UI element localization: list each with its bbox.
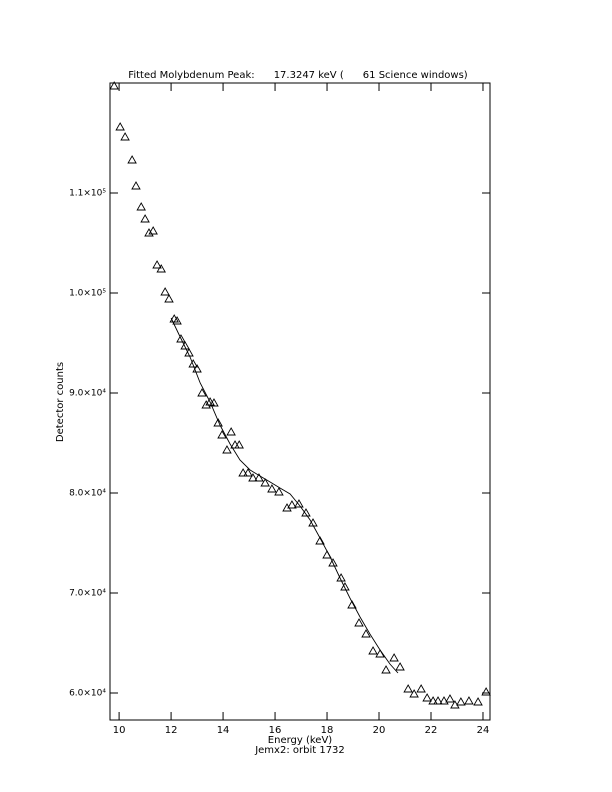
x-tick-label: 24 (477, 725, 490, 736)
data-point (416, 684, 426, 693)
data-point (428, 696, 438, 705)
footnote: Jemx2: orbit 1732 (254, 745, 345, 756)
y-axis-label: Detector counts (55, 362, 66, 442)
data-point (209, 398, 219, 407)
y-tick-label: 1.1×10⁵ (69, 189, 106, 199)
data-point (403, 684, 413, 693)
data-point (422, 693, 432, 702)
data-point (315, 536, 325, 545)
data-point (164, 294, 174, 303)
data-point (131, 181, 141, 190)
data-point (127, 155, 137, 164)
data-point (109, 81, 119, 90)
data-point (274, 487, 284, 496)
data-point (140, 214, 150, 223)
data-point (243, 468, 253, 477)
x-tick-label: 16 (269, 725, 282, 736)
data-point (328, 558, 338, 567)
data-point (301, 508, 311, 517)
data-point (222, 445, 232, 454)
data-point (409, 689, 419, 698)
data-point (433, 696, 443, 705)
data-point (213, 418, 223, 427)
data-point (197, 388, 207, 397)
x-tick-label: 10 (113, 725, 126, 736)
data-point (389, 653, 399, 662)
y-tick-label: 1.0×10⁵ (69, 289, 106, 299)
data-point (368, 646, 378, 655)
data-point (340, 582, 350, 591)
data-point (144, 228, 154, 237)
data-point (381, 665, 391, 674)
y-tick-label: 9.0×10⁴ (69, 389, 106, 399)
data-point (172, 316, 182, 325)
y-tick-label: 6.0×10⁴ (69, 689, 106, 699)
plot-frame (109, 82, 491, 721)
data-point (234, 440, 244, 449)
data-point (395, 662, 405, 671)
data-point (160, 287, 170, 296)
data-point (148, 226, 158, 235)
data-point (354, 618, 364, 627)
data-point (481, 687, 491, 696)
x-tick-label: 20 (373, 725, 386, 736)
data-point (201, 400, 211, 409)
fit-line (170, 317, 399, 674)
data-point (115, 122, 125, 131)
data-point (188, 359, 198, 368)
data-point (226, 427, 236, 436)
data-point (238, 468, 248, 477)
data-point (180, 341, 190, 350)
data-point (184, 348, 194, 357)
data-point (176, 334, 186, 343)
y-tick-label: 7.0×10⁴ (69, 589, 106, 599)
data-point (120, 132, 130, 141)
data-point (464, 696, 474, 705)
data-point (156, 264, 166, 273)
data-point (456, 697, 466, 706)
data-point (439, 696, 449, 705)
x-tick-label: 14 (217, 725, 230, 736)
data-point (192, 364, 202, 373)
data-point (287, 500, 297, 509)
data-point (260, 478, 270, 487)
x-tick-label: 22 (425, 725, 438, 736)
data-point (152, 260, 162, 269)
data-point (361, 629, 371, 638)
chart-title: Fitted Molybdenum Peak: 17.3247 keV ( 61… (128, 70, 468, 81)
data-point (254, 473, 264, 482)
x-tick-label: 18 (321, 725, 334, 736)
data-point (136, 202, 146, 211)
data-point (217, 430, 227, 439)
y-tick-label: 8.0×10⁴ (69, 489, 106, 499)
data-point (473, 697, 483, 706)
x-tick-label: 12 (165, 725, 178, 736)
data-point (294, 499, 304, 508)
x-axis-label: Energy (keV) (268, 735, 333, 746)
data-point (267, 484, 277, 493)
data-point (445, 694, 455, 703)
data-point (347, 600, 357, 609)
data-point (248, 473, 258, 482)
data-point (282, 503, 292, 512)
